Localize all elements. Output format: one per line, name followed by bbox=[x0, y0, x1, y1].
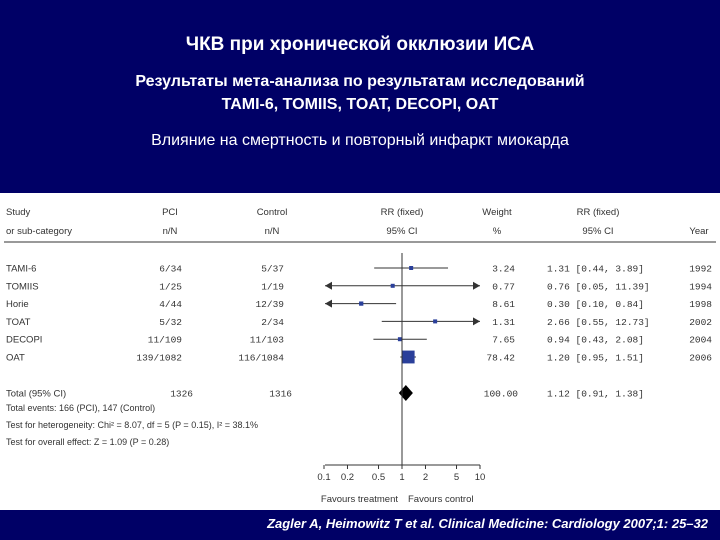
study-year: 2004 bbox=[689, 335, 712, 346]
header-rr-plot: RR (fixed) bbox=[381, 207, 424, 218]
study-ci-text: 0.94 [0.43, 2.08] bbox=[547, 335, 644, 346]
header-weight-sub: % bbox=[493, 226, 502, 237]
subtitle-line-2: TAMI-6, TOMIIS, TOAT, DECOPI, OAT bbox=[221, 96, 499, 113]
favours-right-label: Favours control bbox=[408, 494, 473, 505]
header-year: Year bbox=[689, 226, 708, 237]
study-weight: 1.31 bbox=[492, 317, 515, 328]
point-estimate bbox=[401, 350, 415, 364]
x-tick-label: 0.2 bbox=[341, 472, 354, 483]
total-pci: 1326 bbox=[170, 389, 193, 400]
study-name: DECOPI bbox=[6, 335, 42, 346]
forest-plot-panel: Study or sub-category PCI n/N Control n/N RR (… bbox=[0, 193, 720, 510]
study-pci: 5/32 bbox=[159, 317, 182, 328]
study-control: 11/103 bbox=[250, 335, 285, 346]
point-estimate bbox=[409, 266, 414, 270]
study-name: Horie bbox=[6, 299, 29, 310]
ci-arrow-left bbox=[325, 281, 332, 290]
x-tick-label: 5 bbox=[454, 472, 459, 483]
study-weight: 0.77 bbox=[492, 281, 515, 292]
header-weight: Weight bbox=[482, 207, 512, 218]
point-estimate bbox=[433, 319, 438, 324]
study-control: 116/1084 bbox=[238, 353, 284, 364]
study-pci: 11/109 bbox=[148, 335, 183, 346]
study-weight: 7.65 bbox=[492, 335, 515, 346]
header-study-sub: or sub-category bbox=[6, 226, 72, 237]
footer-bar bbox=[0, 510, 720, 540]
x-tick-label: 1 bbox=[399, 472, 404, 483]
header-study: Study bbox=[6, 207, 31, 218]
total-diamond bbox=[398, 385, 413, 401]
study-year: 1998 bbox=[689, 299, 712, 310]
study-ci-text: 1.31 [0.44, 3.89] bbox=[547, 264, 644, 275]
header-pci-sub: n/N bbox=[163, 226, 178, 237]
study-pci: 4/44 bbox=[159, 299, 182, 310]
header-control-sub: n/N bbox=[265, 226, 280, 237]
point-estimate bbox=[359, 301, 364, 306]
study-control: 1/19 bbox=[261, 281, 284, 292]
footnote: Total events: 166 (PCI), 147 (Control) bbox=[6, 403, 155, 413]
study-year: 1994 bbox=[689, 281, 712, 292]
study-weight: 8.61 bbox=[492, 299, 515, 310]
study-pci: 1/25 bbox=[159, 281, 182, 292]
study-control: 5/37 bbox=[261, 264, 284, 275]
study-ci-text: 0.76 [0.05, 11.39] bbox=[547, 281, 650, 292]
total-name: Total (95% CI) bbox=[6, 389, 66, 400]
study-pci: 139/1082 bbox=[136, 353, 182, 364]
subtitle-secondary: Влияние на смертность и повторный инфарк… bbox=[151, 132, 569, 149]
study-control: 12/39 bbox=[255, 299, 284, 310]
study-pci: 6/34 bbox=[159, 264, 182, 275]
x-tick-label: 2 bbox=[423, 472, 428, 483]
header-rr-text: RR (fixed) bbox=[577, 207, 620, 218]
footnote: Test for heterogeneity: Chi² = 8.07, df … bbox=[6, 420, 258, 430]
x-tick-label: 0.1 bbox=[317, 472, 330, 483]
study-year: 2002 bbox=[689, 317, 712, 328]
x-tick-label: 10 bbox=[475, 472, 486, 483]
study-ci-text: 2.66 [0.55, 12.73] bbox=[547, 317, 650, 328]
study-ci-text: 1.20 [0.95, 1.51] bbox=[547, 353, 644, 364]
subtitle-line-1: Результаты мета-анализа по результатам и… bbox=[135, 73, 585, 90]
subtitle: Результаты мета-анализа по результатам и… bbox=[0, 70, 720, 116]
study-name: OAT bbox=[6, 353, 25, 364]
study-year: 1992 bbox=[689, 264, 712, 275]
point-estimate bbox=[390, 283, 395, 288]
header-rr-text-sub: 95% CI bbox=[582, 226, 613, 237]
page-title: ЧКВ при хронической окклюзии ИСА bbox=[185, 34, 535, 55]
total-control: 1316 bbox=[269, 389, 292, 400]
study-name: TOMIIS bbox=[6, 281, 39, 292]
total-ci-text: 1.12 [0.91, 1.38] bbox=[547, 389, 644, 400]
total-weight: 100.00 bbox=[484, 389, 519, 400]
study-control: 2/34 bbox=[261, 317, 284, 328]
x-tick-label: 0.5 bbox=[372, 472, 385, 483]
header-rr-plot-sub: 95% CI bbox=[386, 226, 417, 237]
forest-plot: Study or sub-category PCI n/N Control n/N RR (… bbox=[4, 207, 716, 505]
point-estimate bbox=[397, 337, 402, 342]
header-control: Control bbox=[257, 207, 288, 218]
study-weight: 78.42 bbox=[486, 353, 515, 364]
ci-arrow-right bbox=[473, 317, 480, 326]
study-year: 2006 bbox=[689, 353, 712, 364]
study-weight: 3.24 bbox=[492, 264, 515, 275]
ci-arrow-left bbox=[325, 299, 332, 308]
favours-left-label: Favours treatment bbox=[321, 494, 398, 505]
citation: Zagler A, Heimowitz T et al. Clinical Me… bbox=[267, 516, 708, 531]
ci-arrow-right bbox=[473, 281, 480, 290]
header-pci: PCI bbox=[162, 207, 178, 218]
study-ci-text: 0.30 [0.10, 0.84] bbox=[547, 299, 644, 310]
study-name: TOAT bbox=[6, 317, 31, 328]
study-name: TAMI-6 bbox=[6, 264, 36, 275]
footnote: Test for overall effect: Z = 1.09 (P = 0… bbox=[6, 437, 169, 447]
